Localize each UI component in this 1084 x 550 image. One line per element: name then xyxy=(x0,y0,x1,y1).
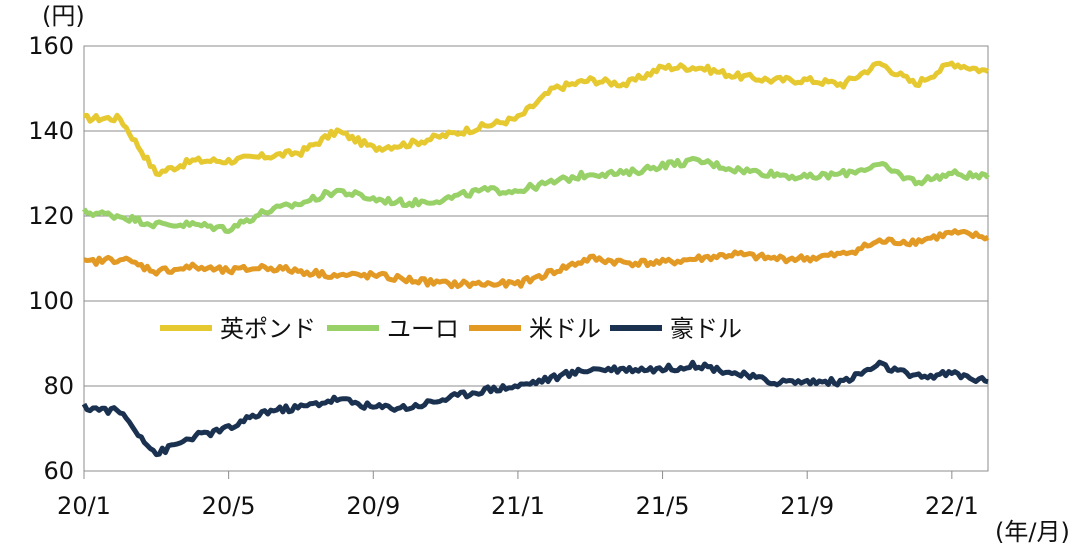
y-tick-label: 160 xyxy=(28,32,74,60)
y-tick-label: 140 xyxy=(28,117,74,145)
x-tick-label: 20/9 xyxy=(346,492,400,520)
series-line-2 xyxy=(83,228,990,290)
x-tick-label: 20/1 xyxy=(57,492,111,520)
y-tick-label: 100 xyxy=(28,287,74,315)
series-line-3 xyxy=(81,359,989,458)
x-tick-label: 21/5 xyxy=(636,492,690,520)
axes: 160 140 120 100 80 60 20/1 20/5 20/9 21/1 21/5 21/9… xyxy=(28,32,989,520)
plot-frame xyxy=(83,45,989,472)
legend-label: ユーロ xyxy=(387,315,459,343)
legend-label: 英ポンド xyxy=(220,315,316,343)
legend-label: 米ドル xyxy=(529,315,601,343)
series-line-1 xyxy=(81,155,990,234)
y-tick-label: 120 xyxy=(28,202,74,230)
x-tick-label: 21/1 xyxy=(491,492,545,520)
series-line-0 xyxy=(83,60,990,178)
y-unit-label: (円) xyxy=(42,2,85,30)
x-unit-label: (年/月) xyxy=(995,518,1070,546)
legend: 英ポンド ユーロ 米ドル 豪ドル xyxy=(160,315,742,343)
series-lines xyxy=(81,60,990,458)
legend-label: 豪ドル xyxy=(670,315,742,343)
x-tick-label: 21/9 xyxy=(780,492,834,520)
x-tick-label: 22/1 xyxy=(925,492,979,520)
y-tick-label: 60 xyxy=(43,457,74,485)
x-tick-label: 20/5 xyxy=(202,492,256,520)
y-tick-label: 80 xyxy=(43,372,74,400)
